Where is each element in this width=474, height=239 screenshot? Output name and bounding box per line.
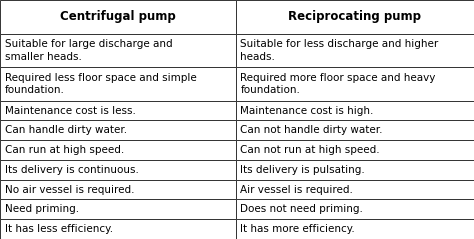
Text: Suitable for large discharge and
smaller heads.: Suitable for large discharge and smaller… (5, 39, 173, 62)
Bar (0, 33, 236, 67)
Text: Does not need priming.: Does not need priming. (240, 204, 363, 214)
Bar (0, 160, 236, 180)
Text: No air vessel is required.: No air vessel is required. (5, 185, 134, 195)
Text: Can run at high speed.: Can run at high speed. (5, 145, 124, 155)
Bar (236, 33, 474, 67)
Bar (236, 160, 474, 180)
Bar (236, 140, 474, 160)
Text: Suitable for less discharge and higher
heads.: Suitable for less discharge and higher h… (240, 39, 438, 62)
Text: Required more floor space and heavy
foundation.: Required more floor space and heavy foun… (240, 73, 436, 95)
Text: Can not run at high speed.: Can not run at high speed. (240, 145, 380, 155)
Text: It has more efficiency.: It has more efficiency. (240, 224, 355, 234)
Text: Centrifugal pump: Centrifugal pump (60, 10, 176, 23)
Bar (0, 219, 236, 239)
Bar (236, 219, 474, 239)
Text: Maintenance cost is high.: Maintenance cost is high. (240, 106, 374, 116)
Bar (0, 200, 236, 219)
Text: Can handle dirty water.: Can handle dirty water. (5, 125, 127, 135)
Text: Can not handle dirty water.: Can not handle dirty water. (240, 125, 383, 135)
Text: Its delivery is pulsating.: Its delivery is pulsating. (240, 165, 365, 175)
Bar (0, 101, 236, 120)
Text: Need priming.: Need priming. (5, 204, 79, 214)
Text: Maintenance cost is less.: Maintenance cost is less. (5, 106, 136, 116)
Bar (236, 67, 474, 101)
Bar (236, 101, 474, 120)
Bar (0, 67, 236, 101)
Bar (236, 0, 474, 33)
Text: Its delivery is continuous.: Its delivery is continuous. (5, 165, 138, 175)
Text: Reciprocating pump: Reciprocating pump (288, 10, 421, 23)
Bar (0, 120, 236, 140)
Text: Air vessel is required.: Air vessel is required. (240, 185, 353, 195)
Text: It has less efficiency.: It has less efficiency. (5, 224, 113, 234)
Bar (0, 140, 236, 160)
Bar (236, 120, 474, 140)
Bar (236, 200, 474, 219)
Bar (0, 0, 236, 33)
Text: Required less floor space and simple
foundation.: Required less floor space and simple fou… (5, 73, 197, 95)
Bar (0, 180, 236, 200)
Bar (236, 180, 474, 200)
